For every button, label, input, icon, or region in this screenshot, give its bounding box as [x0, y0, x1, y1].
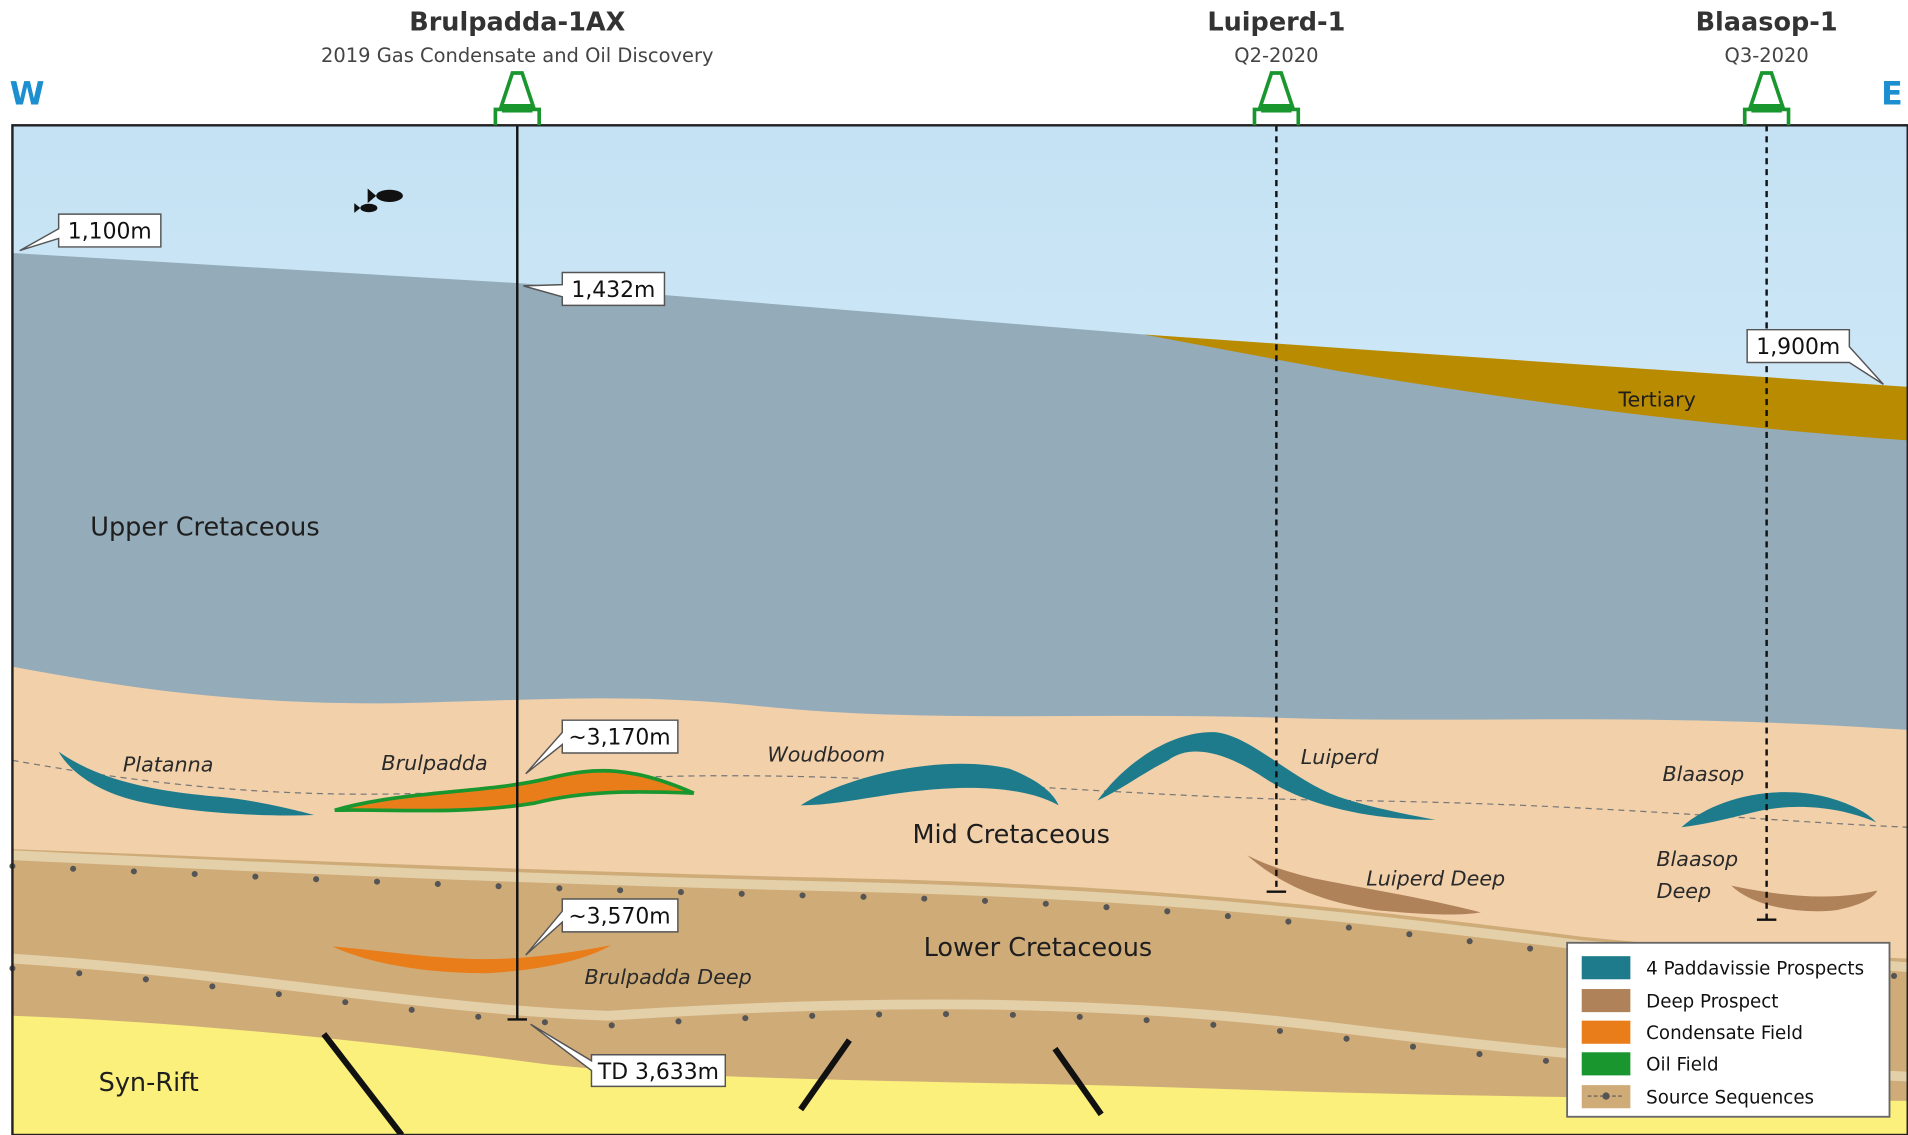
depth-callout: TD 3,633m [597, 1060, 719, 1085]
depth-callout: 1,100m [68, 219, 152, 244]
depth-callout: ~3,170m [568, 726, 670, 751]
layer-label: Upper Cretaceous [90, 512, 319, 542]
well-subtitle: 2019 Gas Condensate and Oil Discovery [321, 44, 714, 67]
legend-label: Oil Field [1646, 1055, 1718, 1076]
direction-label: E [1881, 77, 1903, 113]
prospect-label: Platanna [123, 752, 214, 776]
well-name: Blaasop-1 [1696, 7, 1838, 37]
well-subtitle: Q2-2020 [1234, 44, 1318, 67]
well-name: Brulpadda-1AX [409, 7, 625, 37]
depth-callout: ~3,570m [568, 904, 670, 929]
prospect-label: Blaasop [1662, 762, 1744, 786]
direction-label: W [10, 77, 45, 113]
prospect-label: Luiperd [1301, 745, 1380, 769]
callouts: 1,100m 1,432m 1,900m ~3,170m ~3,570m TD … [19, 213, 1884, 1088]
prospect-label: Brulpadda Deep [584, 965, 751, 989]
layer-label: Tertiary [1617, 387, 1696, 411]
prospect-label: Blaasop [1656, 847, 1738, 871]
wells [507, 125, 1777, 1021]
layer-label: Lower Cretaceous [924, 933, 1153, 963]
tertiary-layer [1143, 334, 1908, 441]
prospect-label: Luiperd Deep [1366, 867, 1505, 891]
legend-label: Deep Prospect [1646, 991, 1778, 1012]
well-name: Luiperd-1 [1207, 7, 1345, 37]
prospect-label: Deep [1657, 879, 1711, 903]
syn-rift-layer [12, 1015, 1908, 1135]
depth-callout: 1,900m [1756, 335, 1840, 360]
legend: 4 Paddavissie Prospects Deep Prospect Co… [1566, 941, 1891, 1118]
well-subtitle: Q3-2020 [1725, 44, 1809, 67]
depth-callout: 1,432m [571, 278, 655, 303]
legend-label: Source Sequences [1646, 1087, 1814, 1108]
prospects [58, 732, 1878, 974]
faults [321, 1032, 1104, 1135]
legend-label: Condensate Field [1646, 1023, 1803, 1044]
prospect-label: Brulpadda [381, 751, 487, 775]
legend-label: 4 Paddavissie Prospects [1646, 958, 1864, 979]
rigs [493, 71, 1791, 126]
layer-label: Syn-Rift [99, 1068, 199, 1098]
fish [354, 188, 403, 213]
layer-label: Mid Cretaceous [912, 820, 1109, 850]
prospect-label: Woudboom [767, 743, 885, 767]
horizon [12, 759, 1908, 828]
